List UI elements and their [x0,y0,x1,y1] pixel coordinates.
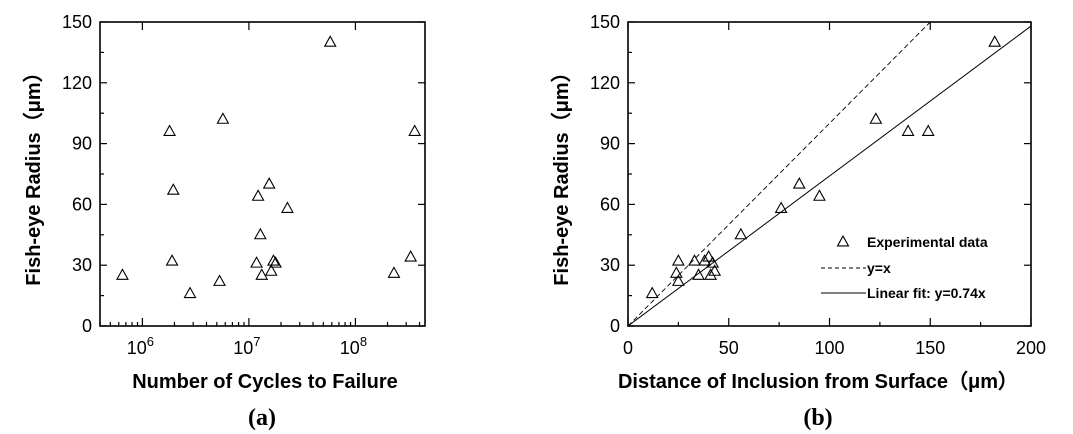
panel-b-data-point [704,268,718,280]
panel-b-data-point [706,256,720,268]
panel-b-data-point [708,264,722,276]
panel-a-points [116,35,422,299]
panel-b-data-point [901,124,915,136]
panel-b-legend: Experimental data y=x Linear fit: y=0.74x [821,234,988,301]
panel-b-data-point [698,254,712,266]
panel-a-data-point [408,124,422,136]
panel-a-y-tick-label: 60 [72,194,92,214]
panel-b-data-point [792,177,806,189]
panel-a-label: (a) [248,405,276,431]
panel-b-x-tick-label: 200 [1016,338,1046,358]
panel-a-x-tick-label: 108 [340,334,367,358]
panel-b-data-point [734,227,748,240]
panel-b-y-tick-label: 30 [600,255,620,275]
panel-a-data-point [216,112,230,124]
panel-a-data-point [163,124,177,136]
panel-b-data-point [688,254,701,266]
panel-b-lines [627,21,1032,327]
panel-b-y-tick-label: 90 [600,134,620,154]
panel-a-data-point [262,177,276,189]
panel-b-label: (b) [803,405,832,431]
panel-b-data-point [645,286,659,299]
panel-a-data-point [251,189,265,201]
panel-b-x-tick-label: 0 [623,338,633,358]
panel-b-line-y-equals-x [627,21,931,327]
panel-a-x-axis-title: Number of Cycles to Failure [132,371,398,393]
panel-b-data-point [702,250,716,262]
panel-a-data-point [183,286,197,299]
panel-b-ticks: 0 30 60 90 120 150 0 50 100 150 200 [590,12,1046,358]
panel-a-y-tick-label: 90 [72,134,92,154]
panel-a-data-point [267,254,280,266]
panel-b-y-tick-label: 60 [600,194,620,214]
panel-b-data-point [671,274,685,286]
legend-entry-label: Experimental data [867,234,988,250]
panel-b-data-point [812,189,826,201]
panel-a-data-point [269,256,283,268]
panel-b-linear-fit-line [627,25,1032,327]
panel-b-data-point [692,268,705,280]
panel-b-data-point [988,35,1002,47]
panel-b-data-point [669,266,683,278]
panel-a-data-point [404,250,418,262]
panel-b-y-tick-label: 120 [590,73,620,93]
panel-b-points [645,35,1002,299]
panel-b-x-tick-label: 150 [915,338,945,358]
panel-a-y-tick-label: 0 [82,316,92,336]
panel-b-y-axis-title: Fish-eye Radius（μm） [550,62,573,285]
panel-a-data-point [116,268,129,280]
panel-a-data-point [387,266,401,278]
panel-a-y-tick-label: 120 [62,73,92,93]
panel-b-data-point [921,124,935,136]
panel-a-scatter-chart: 0 30 60 90 120 150 106 107 108 Number of Cycles … [22,12,426,431]
panel-b-x-tick-label: 50 [719,338,739,358]
panel-a-data-point [165,254,179,266]
panel-a-y-axis-title: Fish-eye Radius（μm） [22,62,45,285]
panel-b-data-point [671,254,685,266]
panel-b-x-axis-title: Distance of Inclusion from Surface（μm） [618,370,1018,393]
panel-a-data-point [253,227,267,240]
panel-b-data-point [774,201,788,213]
panel-b-scatter-chart: 0 30 60 90 120 150 0 50 100 150 200 Experimental d… [550,12,1046,431]
legend-entry-label: Linear fit: y=0.74x [867,285,986,301]
panel-a-data-point [250,256,263,268]
panel-a-data-point [255,268,269,280]
panel-b-y-tick-label: 0 [610,316,620,336]
panel-a-data-point [166,183,180,195]
panel-a-data-point [323,35,337,47]
legend-entry-label: y=x [867,260,891,276]
panel-a-plot-frame [99,21,426,327]
panel-a-y-tick-label: 30 [72,255,92,275]
panel-a-data-point [213,274,226,286]
panel-b-x-tick-label: 100 [814,338,844,358]
panel-b-data-point [869,112,883,124]
panel-a-data-point [264,264,278,276]
panel-a-ticks: 0 30 60 90 120 150 106 107 108 [62,12,425,358]
legend-marker-triangle [836,234,850,247]
panel-a-x-tick-label: 106 [127,334,154,358]
panel-a-x-tick-label: 107 [233,334,260,358]
panel-b-y-tick-label: 150 [590,12,620,32]
panel-a-data-point [281,201,294,213]
panel-a-y-tick-label: 150 [62,12,92,32]
